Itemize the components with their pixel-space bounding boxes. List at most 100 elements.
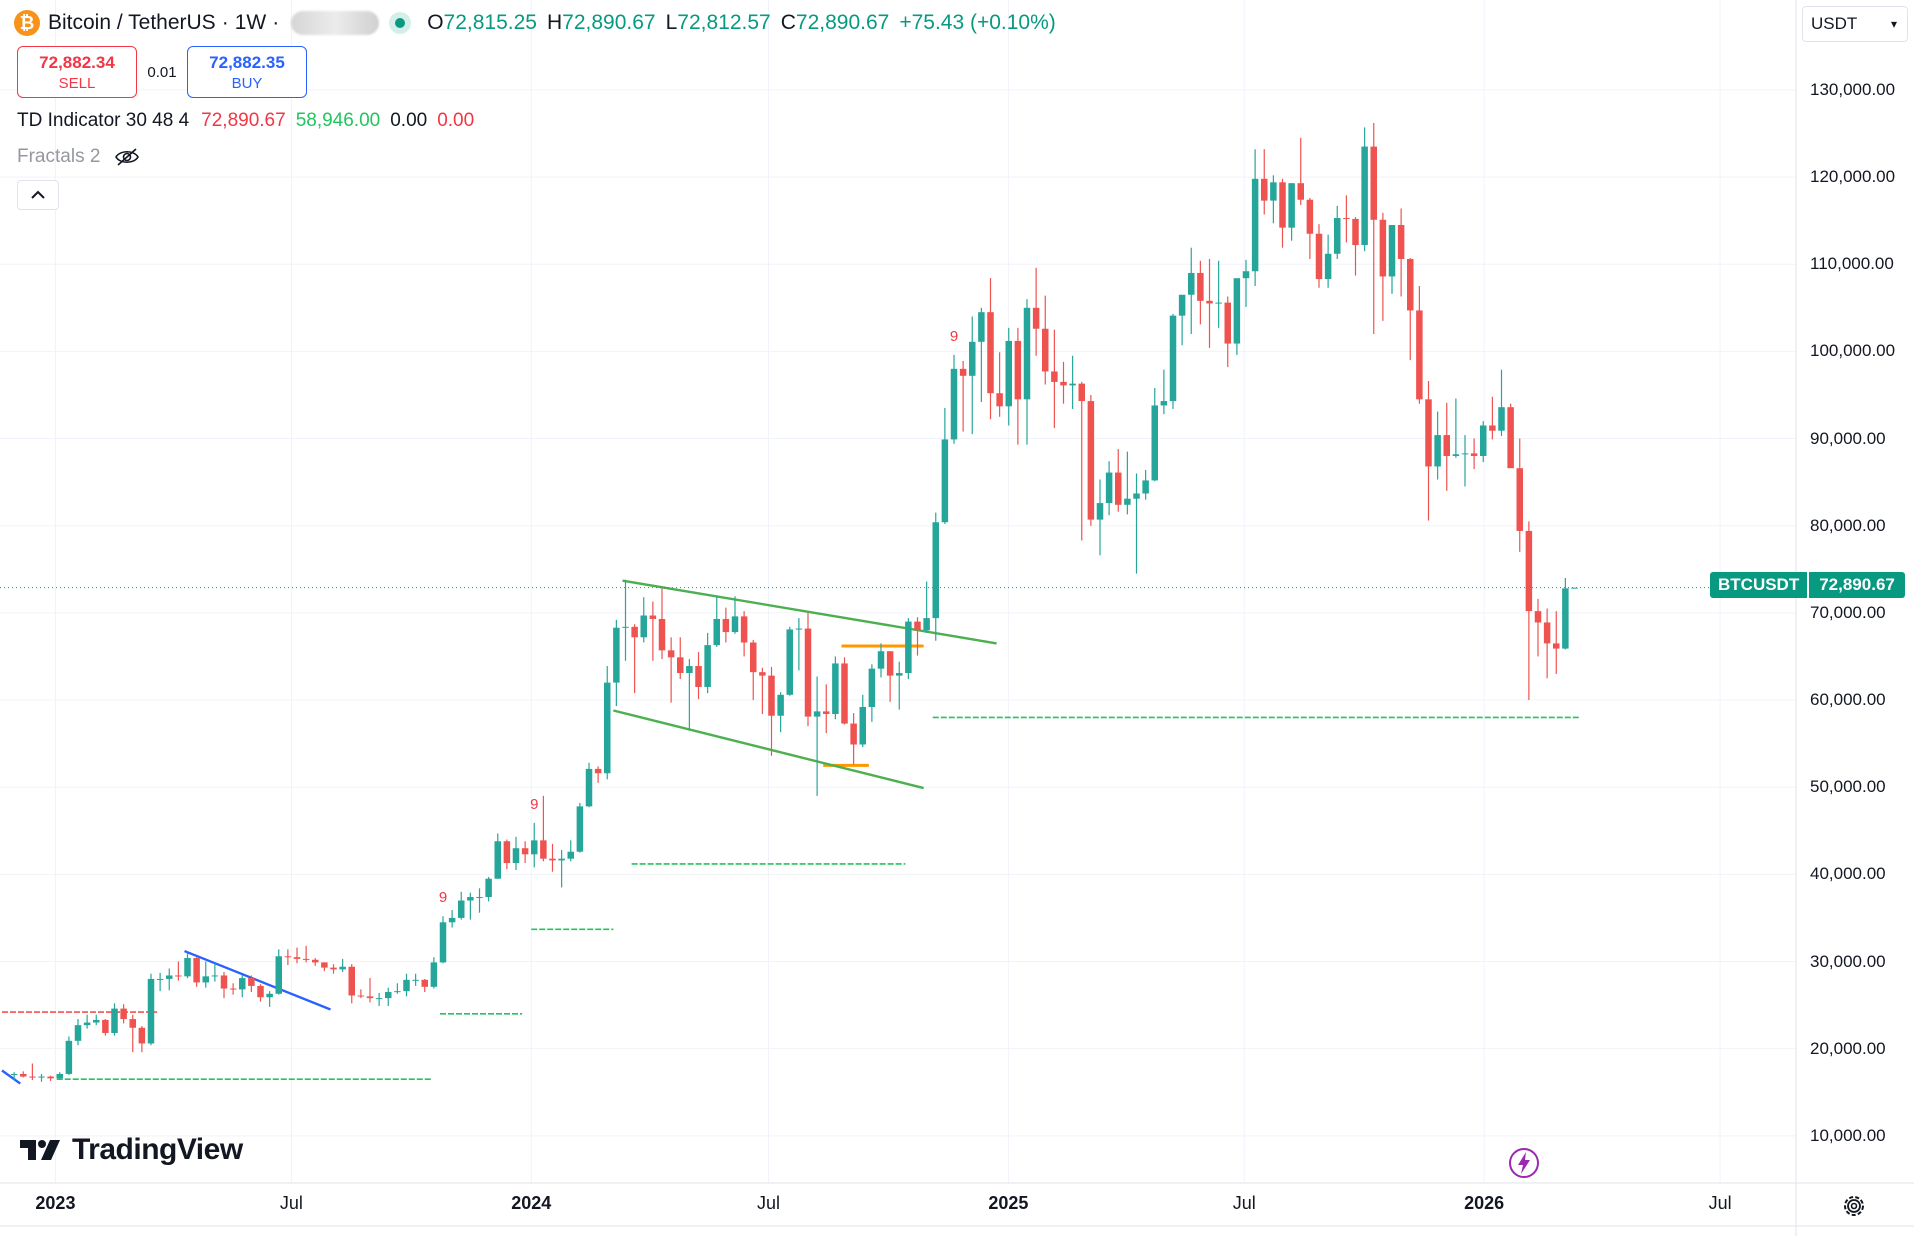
candle-body — [421, 979, 428, 987]
price-scale-label: 110,000.00 — [1810, 254, 1894, 274]
candle-body — [1005, 340, 1012, 407]
candle-body — [521, 848, 529, 855]
candle-body — [585, 768, 593, 807]
candle-body — [1416, 310, 1423, 400]
candle-body — [47, 1076, 54, 1079]
td-count-label: 9 — [439, 889, 447, 906]
td-value-2: 58,946.00 — [295, 110, 381, 131]
currency-selector[interactable]: USDT ▾ — [1802, 6, 1908, 42]
trendline — [184, 949, 331, 1011]
fractals-name[interactable]: Fractals 2 — [17, 146, 101, 167]
candle-body — [102, 1019, 109, 1033]
ohlc-low: 72,812.57 — [677, 11, 771, 34]
symbol-legend[interactable]: ₿ Bitcoin / TetherUS · 1W · O 72,815.25 H… — [14, 8, 1056, 38]
candle-body — [649, 615, 657, 619]
candle-body — [403, 979, 410, 992]
candle-body — [1516, 468, 1523, 531]
candle-body — [1370, 146, 1377, 220]
interval-label[interactable]: 1W — [234, 11, 267, 34]
candle-body — [284, 956, 292, 958]
td-indicator-name[interactable]: TD Indicator 30 48 4 — [17, 110, 190, 131]
buy-label: BUY — [231, 74, 263, 92]
tradingview-logo[interactable]: TradingView — [20, 1133, 243, 1167]
trendline — [1, 1069, 21, 1085]
candle-body — [312, 959, 319, 963]
candle-body — [29, 1076, 36, 1078]
candle-body — [850, 723, 857, 745]
candle-body — [485, 878, 492, 898]
candle-body — [1388, 225, 1396, 277]
candle-body — [83, 1022, 91, 1026]
candle-body — [1233, 278, 1241, 344]
lightning-icon[interactable] — [1508, 1147, 1540, 1179]
candle-body — [896, 673, 903, 676]
candle-body — [969, 341, 976, 376]
candle-body — [1051, 371, 1058, 382]
candle-body — [1534, 611, 1542, 623]
candle-body — [412, 979, 419, 981]
candle-body — [1324, 253, 1332, 280]
candle-body — [275, 956, 282, 994]
candle-body — [759, 672, 766, 676]
candle-body — [1133, 493, 1140, 499]
candle-body — [1434, 435, 1441, 467]
symbol-title[interactable]: Bitcoin / TetherUS — [48, 11, 216, 34]
buy-button[interactable]: 72,882.35 BUY — [187, 46, 307, 98]
candle-body — [1261, 178, 1268, 201]
candle-body — [777, 694, 784, 716]
candle-body — [494, 841, 501, 879]
candle-body — [1151, 405, 1158, 481]
last-price-tag: BTCUSDT 72,890.67 — [1710, 572, 1905, 598]
price-scale-label: 30,000.00 — [1810, 951, 1886, 971]
candle-body — [841, 663, 848, 724]
candle-body — [1115, 472, 1122, 505]
candle-body — [512, 848, 520, 864]
candle-body — [239, 978, 246, 990]
candle-body — [713, 618, 720, 646]
candle-body — [932, 522, 939, 619]
candle-body — [750, 642, 757, 673]
sell-price: 72,882.34 — [39, 52, 115, 72]
candle-body — [987, 312, 994, 394]
candle-body — [859, 707, 866, 745]
ohlc-high-key: H — [546, 11, 563, 34]
candle-body — [1425, 399, 1432, 467]
candle-body — [220, 975, 228, 989]
sell-button[interactable]: 72,882.34 SELL — [17, 46, 137, 98]
price-scale-label: 80,000.00 — [1810, 515, 1886, 535]
candle-body — [1361, 146, 1368, 246]
td-indicator-legend[interactable]: TD Indicator 30 48 4 72,890.67 58,946.00… — [17, 110, 474, 132]
price-scale-label: 120,000.00 — [1810, 167, 1896, 187]
candle-body — [458, 900, 465, 918]
candle-body — [111, 1008, 118, 1033]
eye-off-icon[interactable] — [114, 147, 140, 167]
candle-body — [1105, 472, 1113, 504]
candle-body — [38, 1076, 45, 1078]
candle-body — [1188, 272, 1195, 295]
market-status-dot[interactable] — [389, 12, 412, 34]
candle-body — [886, 651, 894, 676]
time-scale-label: 2023 — [35, 1193, 76, 1213]
candle-body — [439, 922, 447, 963]
td-value-3: 0.00 — [390, 110, 428, 131]
candle-body — [686, 666, 693, 674]
candle-body — [1096, 503, 1104, 520]
candle-body — [950, 368, 958, 440]
ohlc-high: 72,890.67 — [562, 11, 656, 34]
candle-body — [175, 975, 182, 977]
candle-body — [540, 840, 547, 859]
fractals-legend[interactable]: Fractals 2 — [17, 146, 140, 168]
collapse-legend-button[interactable] — [17, 180, 59, 210]
candle-body — [120, 1008, 127, 1020]
candle-body — [1197, 272, 1204, 301]
td-count-label: 9 — [530, 796, 538, 813]
settings-icon[interactable] — [1840, 1192, 1868, 1220]
separator: · — [221, 11, 229, 34]
candle-body — [248, 978, 255, 986]
candle-body — [795, 628, 803, 630]
candle-body — [1042, 328, 1049, 372]
candle-body — [229, 988, 237, 990]
candle-body — [868, 668, 876, 708]
candle-body — [567, 851, 574, 859]
